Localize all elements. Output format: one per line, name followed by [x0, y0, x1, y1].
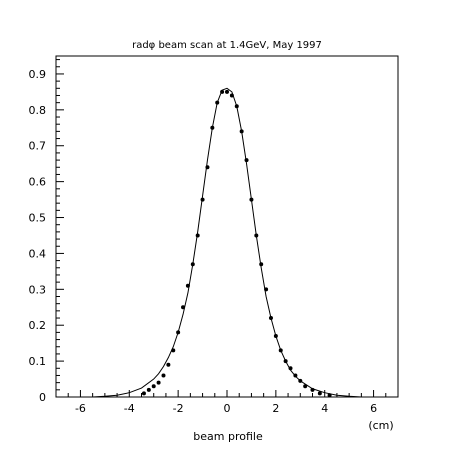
data-point — [190, 262, 195, 267]
data-point — [310, 387, 315, 392]
data-point — [234, 104, 239, 109]
y-tick-label: 0.3 — [29, 283, 47, 296]
data-point — [210, 125, 215, 130]
data-point — [249, 197, 254, 202]
data-point — [205, 165, 210, 170]
data-point — [161, 373, 166, 378]
data-point — [298, 378, 303, 383]
data-point — [195, 233, 200, 238]
data-point — [303, 384, 308, 389]
data-point — [244, 158, 249, 163]
x-tick-label: -2 — [173, 402, 184, 415]
data-point — [259, 262, 264, 267]
y-tick-label: 0.7 — [29, 140, 47, 153]
data-point — [268, 316, 273, 321]
data-point — [327, 393, 332, 398]
x-tick-label: 0 — [224, 402, 231, 415]
data-point — [264, 287, 269, 292]
x-axis-title: beam profile — [193, 430, 263, 443]
data-point — [185, 283, 190, 288]
data-point — [229, 93, 234, 98]
data-point — [283, 359, 288, 364]
data-point — [200, 197, 205, 202]
y-tick-label: 0.4 — [29, 247, 47, 260]
data-points-layer — [141, 89, 332, 398]
data-point — [254, 233, 259, 238]
data-point — [146, 387, 151, 392]
fit-curve-layer — [80, 87, 362, 398]
data-point — [273, 333, 278, 338]
data-point — [151, 384, 156, 389]
y-tick-label: 0.1 — [29, 355, 47, 368]
data-point — [278, 348, 283, 353]
fit-curve-line — [80, 87, 362, 398]
plot-frame — [55, 55, 399, 398]
y-tick-label: 0.5 — [29, 212, 47, 225]
data-point — [317, 391, 322, 396]
data-point — [293, 373, 298, 378]
data-point — [220, 89, 225, 94]
y-tick-label: 0 — [39, 391, 46, 404]
y-tick-label: 0.6 — [29, 176, 47, 189]
data-point — [141, 391, 146, 396]
x-tick-label: 2 — [272, 402, 279, 415]
data-point — [225, 89, 229, 94]
x-tick-label: 6 — [370, 402, 377, 415]
data-point — [239, 129, 244, 134]
x-axis-unit: (cm) — [368, 419, 393, 432]
y-tick-label: 0.8 — [29, 104, 47, 117]
data-point — [288, 366, 293, 371]
data-point — [166, 362, 171, 367]
data-point — [171, 348, 176, 353]
x-tick-label: 4 — [321, 402, 328, 415]
data-point — [215, 100, 220, 105]
x-tick-label: -6 — [75, 402, 86, 415]
data-point — [156, 380, 161, 385]
chart-title: radφ beam scan at 1.4GeV, May 1997 — [132, 40, 322, 51]
y-tick-label: 0.9 — [29, 68, 47, 81]
data-point — [176, 330, 181, 335]
plot-axes: -6 -4 -2 0 2 4 6 0 0.1 0.2 0.3 0.4 0.5 0.6 0.7 0.8 0.9 — [29, 55, 399, 415]
y-tick-label: 0.2 — [29, 319, 47, 332]
data-point — [181, 305, 186, 310]
x-tick-label: -4 — [124, 402, 135, 415]
